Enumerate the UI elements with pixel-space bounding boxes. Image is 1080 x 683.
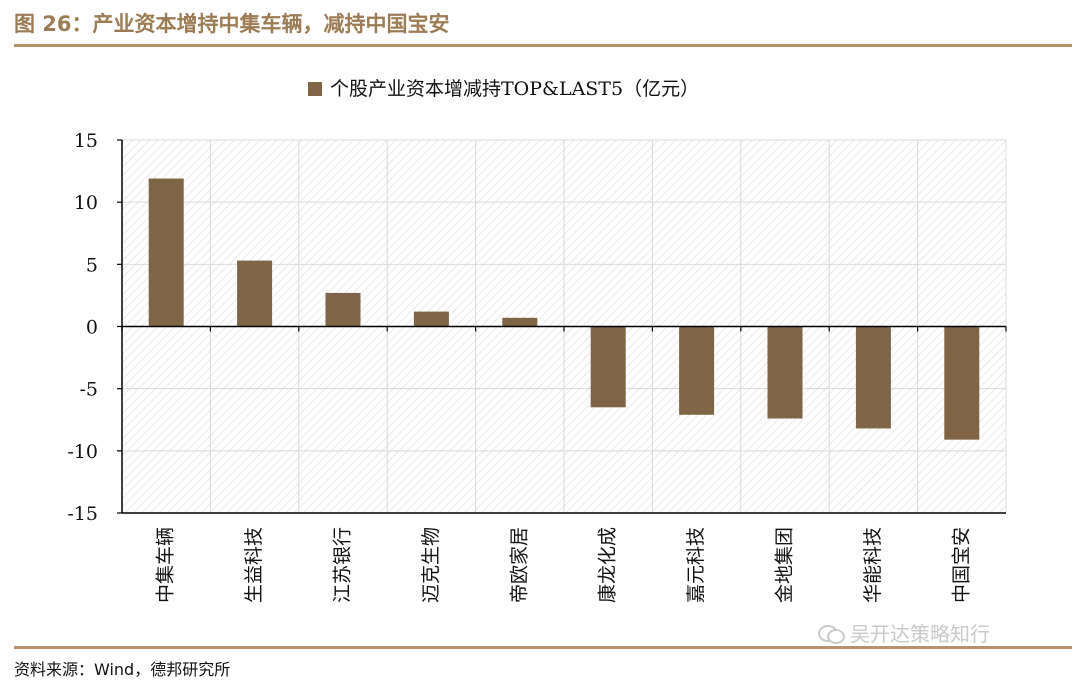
x-category-label: 中国宝安 — [950, 527, 972, 603]
bar-chart: 15 10 5 0 -5 -10 -15 中集车辆 生益科技 江苏银行 迈克生物 帝欧家居 康龙化成 嘉… — [67, 78, 1007, 603]
y-tick-label: 5 — [86, 254, 98, 276]
x-category-label: 金地集团 — [774, 527, 796, 603]
x-category-label: 华能科技 — [862, 527, 884, 603]
x-category-label: 生益科技 — [243, 527, 265, 603]
legend: 个股产业资本增减持TOP&LAST5（亿元） — [308, 78, 699, 100]
bar — [237, 260, 273, 327]
y-tick-label: -15 — [67, 503, 98, 525]
legend-label: 个股产业资本增减持TOP&LAST5（亿元） — [330, 78, 699, 100]
x-category-label: 迈克生物 — [420, 527, 442, 603]
bar — [855, 326, 891, 429]
source-note: 资料来源：Wind，德邦研究所 — [14, 660, 231, 679]
bar — [590, 326, 626, 408]
axes — [117, 139, 1007, 514]
bar — [767, 326, 803, 419]
watermark-text: 吴开达策略知行 — [850, 622, 990, 646]
bottom-rule — [14, 646, 1072, 649]
watermark: 吴开达策略知行 — [818, 618, 990, 647]
y-tick-label: 0 — [86, 317, 98, 339]
wechat-icon — [818, 623, 845, 644]
y-tick-label: 15 — [74, 130, 98, 152]
bar — [148, 178, 184, 327]
x-category-labels: 中集车辆 生益科技 江苏银行 迈克生物 帝欧家居 康龙化成 嘉元科技 金地集团 华能科技 中国宝安 — [155, 527, 973, 603]
x-category-label: 嘉元科技 — [685, 527, 707, 603]
bar — [413, 311, 449, 327]
bar — [325, 292, 361, 327]
x-category-label: 江苏银行 — [332, 527, 354, 603]
top-rule — [14, 44, 1072, 47]
y-tick-label: -10 — [67, 441, 98, 463]
bar — [679, 326, 715, 415]
bars — [148, 178, 980, 440]
figure-title: 图 26：产业资本增持中集车辆，减持中国宝安 — [14, 12, 450, 36]
y-tick-label: 10 — [74, 192, 98, 214]
y-tick-label: -5 — [79, 379, 98, 401]
x-category-label: 中集车辆 — [155, 527, 177, 603]
x-category-label: 帝欧家居 — [508, 527, 530, 603]
bar — [944, 326, 980, 440]
x-category-label: 康龙化成 — [597, 527, 619, 603]
bar — [502, 317, 538, 327]
y-tick-labels: 15 10 5 0 -5 -10 -15 — [67, 130, 98, 525]
legend-swatch — [308, 82, 322, 96]
